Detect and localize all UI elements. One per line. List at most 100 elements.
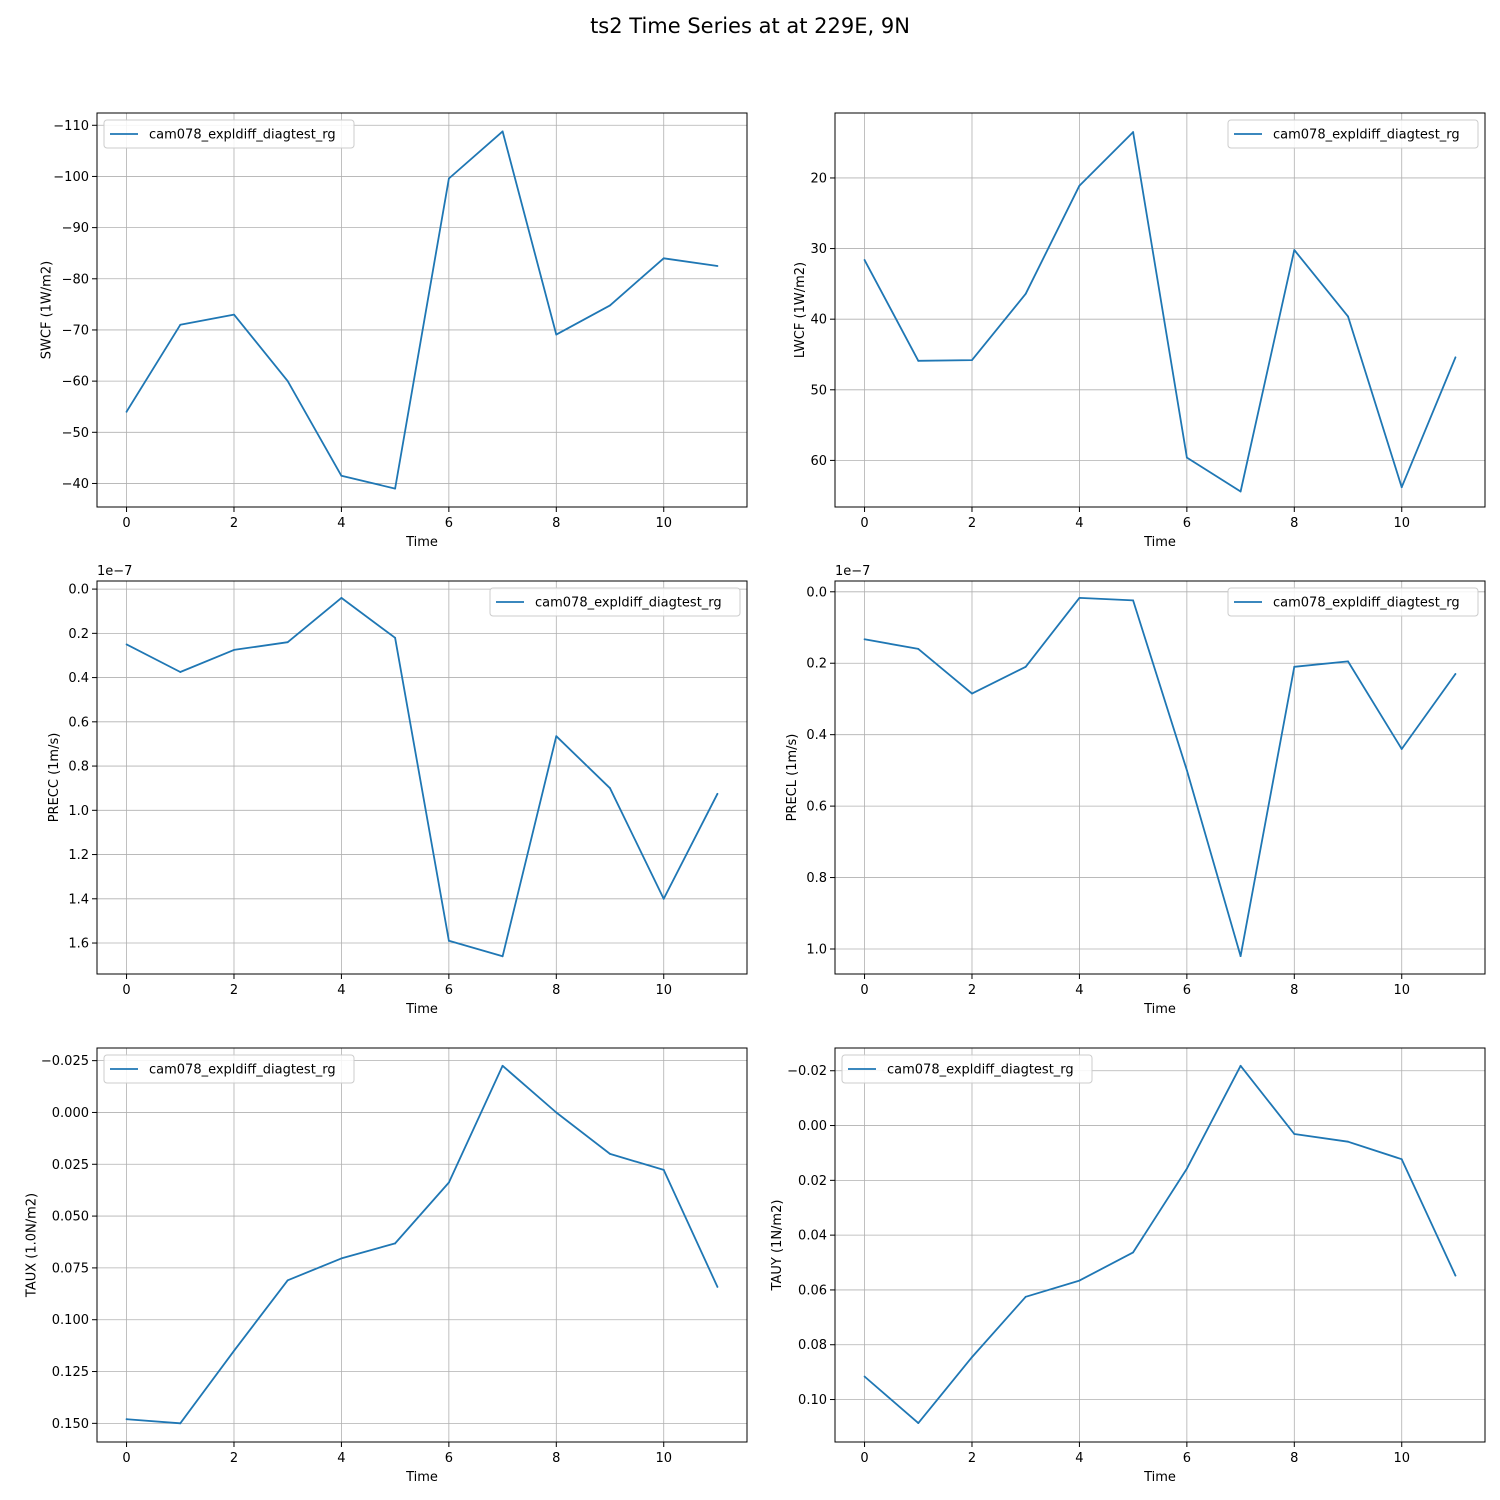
y-axis-label: LWCF (1W/m2) [793,262,808,358]
y-tick-label: 20 [810,171,827,186]
data-point [1239,1064,1242,1067]
y-axis-label: TAUY (1N/m2) [770,1200,785,1292]
y-tick-label: 0.125 [52,1365,89,1380]
x-tick-label: 6 [445,983,453,998]
x-tick-label: 0 [122,983,130,998]
x-axis-label: Time [1143,535,1176,550]
data-point [501,955,504,958]
data-point [716,792,719,795]
legend-label: cam078_expldiff_diagtest_rg [535,596,722,611]
data-point [555,1111,558,1114]
y-tick-label: 0.00 [798,1119,827,1134]
data-point [917,1422,920,1424]
y-tick-label: 0.050 [52,1210,89,1225]
data-point [233,649,235,651]
data-point [1400,1158,1403,1161]
y-tick-label: 0.08 [798,1338,827,1353]
y-tick-label: 50 [810,383,827,398]
y-tick-label: −100 [53,170,89,185]
y-tick-label: 0.2 [806,657,827,672]
y-tick-label: −90 [62,221,89,236]
data-point [863,638,866,641]
data-point [286,641,289,644]
data-point [555,735,558,738]
data-point [609,304,611,307]
legend-box [103,119,355,149]
y-tick-label: 1.0 [68,804,89,819]
legend-box [489,587,741,617]
y-axis-label: PRECL (1m/s) [785,734,800,822]
data-point [863,1375,866,1378]
x-tick-label: 6 [445,1451,453,1466]
legend-label: cam078_expldiff_diagtest_rg [149,128,336,143]
legend-label: cam078_expldiff_diagtest_rg [1273,596,1460,611]
data-point [394,636,397,639]
y-tick-label: 0.4 [68,671,89,686]
data-point [662,1168,665,1171]
data-point [917,648,920,650]
x-tick-label: 10 [1393,983,1410,998]
y-tick-label: 1.2 [68,848,89,863]
y-tick-label: −80 [62,272,89,287]
y-tick-label: 1.6 [68,937,89,952]
x-tick-label: 10 [655,1451,672,1466]
x-tick-label: 4 [1075,983,1083,998]
x-tick-label: 0 [860,1451,868,1466]
data-point [971,359,973,362]
x-tick-label: 8 [552,1451,560,1466]
x-tick-label: 2 [968,516,976,531]
data-point [716,265,719,267]
data-point [971,692,973,695]
data-point [917,359,920,362]
y-tick-label: −50 [62,426,89,441]
x-tick-label: 10 [1393,1451,1410,1466]
y-axis-label: SWCF (1W/m2) [40,261,55,359]
x-tick-label: 8 [552,516,560,531]
x-tick-label: 6 [1183,983,1191,998]
x-tick-label: 8 [1290,983,1298,998]
x-tick-label: 6 [1183,516,1191,531]
y-tick-label: 0.2 [68,627,89,642]
x-tick-label: 10 [655,983,672,998]
subplot-5: 0 2 4 6 8 10 −0.025 0.000 0.025 0.050 0.075 0.100 0.… [24,1047,748,1485]
legend: cam078_expldiff_diagtest_rg [1227,119,1479,149]
y-tick-label: 0.04 [798,1229,827,1244]
y-tick-label: 0.06 [798,1283,827,1298]
series-line [863,131,1457,493]
subplot-2: 0 2 4 6 8 10 20 30 40 50 60 Time LWCF (1W/m2) cam078_… [793,112,1486,550]
y-tick-label: 0.8 [68,760,89,775]
data-point [1024,665,1027,668]
y-tick-label: 0.075 [52,1261,89,1276]
data-point [1293,665,1296,668]
x-tick-label: 2 [968,983,976,998]
subplot-3: 0 2 4 6 8 10 0.0 0.2 0.4 0.6 0.8 1.0 1.2 1.4 1.6 Time PR… [47,564,748,1017]
data-point [501,130,504,133]
data-point [1132,599,1135,602]
x-tick-label: 4 [1075,1451,1083,1466]
data-point [447,177,450,180]
series-line [863,1064,1457,1424]
x-tick-label: 2 [230,1451,238,1466]
y-tick-label: 0.025 [52,1158,89,1173]
x-tick-label: 0 [122,1451,130,1466]
data-point [447,939,450,942]
y-tick-label: 0.02 [798,1174,827,1189]
data-point [1347,660,1349,663]
data-point [1024,1295,1027,1298]
data-point [1024,292,1027,295]
legend-box [1227,587,1479,617]
data-point [394,1242,397,1245]
series-line [126,597,719,958]
data-point [1400,486,1403,489]
x-tick-label: 10 [1393,516,1410,531]
x-tick-label: 2 [230,983,238,998]
legend: cam078_expldiff_diagtest_rg [1227,587,1479,617]
data-point [179,323,182,326]
data-point [716,1286,719,1288]
data-point [609,1153,611,1155]
data-point [1293,249,1296,251]
data-point [501,1064,504,1067]
y-tick-label: −40 [62,477,89,492]
data-point [662,257,665,260]
data-point [1239,490,1242,493]
